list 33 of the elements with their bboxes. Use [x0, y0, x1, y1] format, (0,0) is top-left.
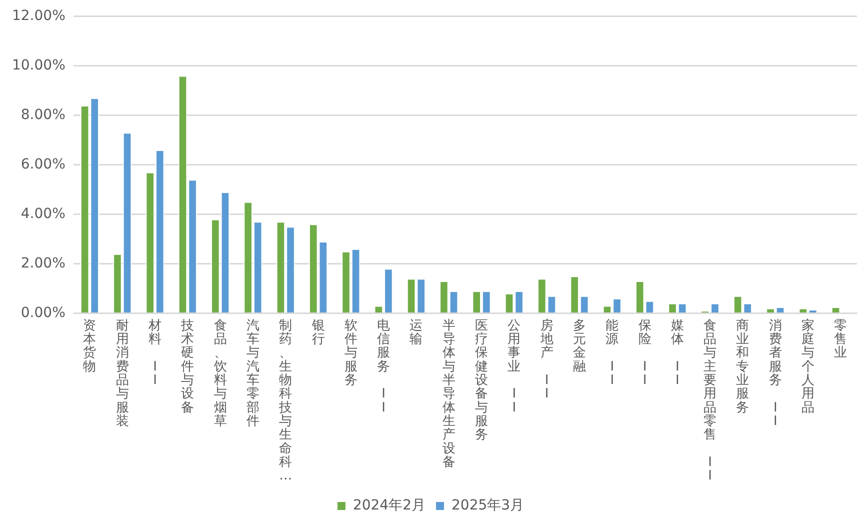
y-tick-label: 12.00%: [12, 8, 66, 24]
y-tick-label: 8.00%: [20, 106, 66, 123]
category-label: 半导体与半导体生产设备: [442, 318, 456, 470]
y-tick-label: 10.00%: [12, 58, 66, 74]
x-tick-label: 保险 II: [638, 318, 652, 388]
x-tick-label: 材料 II: [148, 318, 162, 388]
legend-label: 2024年2月: [352, 498, 426, 514]
x-tick-label: 零售业: [834, 318, 848, 361]
x-tick-label: 汽车与汽车零部件: [246, 318, 260, 429]
y-tick-label: 4.00%: [20, 206, 66, 222]
y-tick-label: 0.00%: [20, 304, 66, 321]
y-tick-label: 2.00%: [20, 255, 66, 272]
x-tick-label: 食品、饮料与烟草: [212, 318, 227, 429]
y-tick-label: 6.00%: [20, 156, 66, 172]
x-tick-label: 运输: [410, 318, 423, 348]
x-tick-label: 银行: [310, 318, 325, 348]
x-tick-label: 资本货物: [83, 318, 96, 374]
x-tick-label: 媒体 II: [670, 318, 684, 388]
x-tick-label: 电信服务 II: [377, 318, 390, 416]
category-label: 食品与主要用品零售 II: [704, 318, 717, 484]
x-tick-label: 公用事业 II: [508, 318, 521, 416]
x-tick-label: 家庭与个人用品: [802, 317, 815, 416]
x-tick-label: 多元金融: [572, 318, 586, 374]
x-tick-label: 房地产 II: [539, 317, 554, 402]
category-label: 制药、生物科技与生命科…: [279, 318, 292, 484]
x-tick-label: 软件与服务: [344, 318, 358, 388]
x-tick-label: 商业和专业服务: [736, 318, 750, 416]
x-tick-label: 能源 II: [606, 318, 619, 388]
x-tick-label: 技术硬件与设备: [180, 318, 194, 416]
x-tick-label: 耐用消费品与服装: [116, 318, 129, 429]
x-tick-label: 消费者服务 II: [768, 318, 782, 429]
legend-label: 2025年3月: [452, 498, 524, 514]
category-label: 医疗保健设备与服务: [475, 318, 488, 443]
